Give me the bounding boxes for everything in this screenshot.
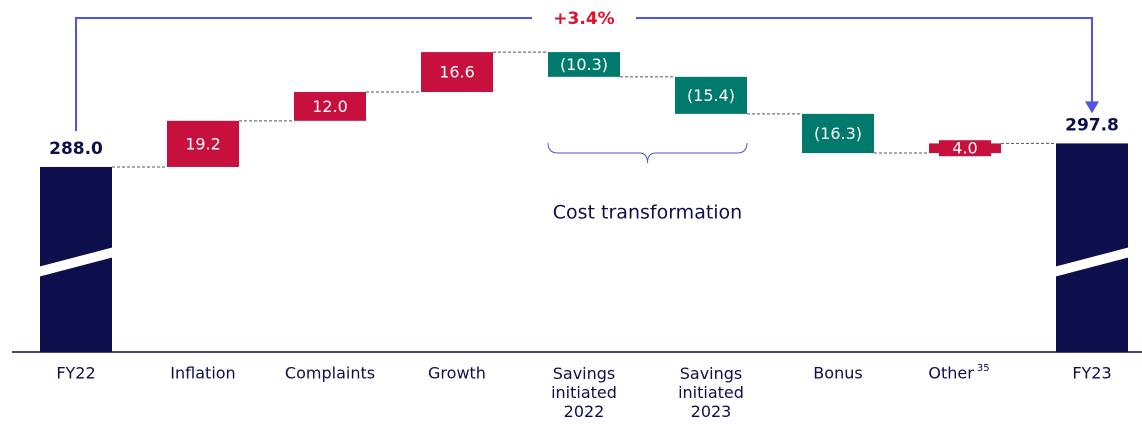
delta-bar bbox=[802, 113, 874, 154]
x-tick-label: Savings initiated 2023 bbox=[678, 364, 744, 421]
change-label: +3.4% bbox=[553, 9, 614, 29]
x-tick-label: Other 35 bbox=[928, 363, 989, 383]
x-tick-label: FY23 bbox=[1072, 364, 1111, 383]
value-label: (15.4) bbox=[687, 86, 735, 105]
x-tick-label: Savings initiated 2022 bbox=[551, 364, 617, 421]
arrow-head bbox=[1085, 101, 1099, 114]
bracket-label: Cost transformation bbox=[553, 202, 742, 224]
total-bar bbox=[1056, 143, 1128, 352]
delta-bar bbox=[548, 52, 620, 77]
total-label: 288.0 bbox=[49, 139, 103, 159]
value-label: 12.0 bbox=[312, 97, 348, 116]
total-label: 297.8 bbox=[1065, 115, 1119, 135]
label-line: 2023 bbox=[691, 402, 732, 421]
value-label: 19.2 bbox=[185, 134, 221, 153]
delta-bar bbox=[167, 120, 239, 167]
value-label: (10.3) bbox=[560, 55, 608, 74]
footnote: 35 bbox=[977, 363, 990, 374]
label-line: Savings bbox=[553, 364, 616, 383]
value-label: 16.6 bbox=[439, 63, 475, 82]
x-tick-label: Growth bbox=[428, 364, 486, 383]
x-tick-label: Inflation bbox=[170, 364, 235, 383]
x-tick-label: Bonus bbox=[813, 364, 862, 383]
axis-break bbox=[34, 246, 118, 278]
x-tick-label: FY22 bbox=[56, 364, 95, 383]
x-tick-label: Complaints bbox=[285, 364, 375, 383]
delta-bar bbox=[294, 91, 366, 121]
label-line: Savings bbox=[680, 364, 743, 383]
label-line: initiated bbox=[678, 383, 744, 402]
label-box bbox=[939, 140, 991, 157]
axis-break bbox=[1050, 246, 1134, 278]
label-line: 2022 bbox=[564, 402, 605, 421]
value-label: 4.0 bbox=[952, 139, 977, 158]
delta-bar bbox=[421, 52, 493, 92]
change-bg bbox=[532, 8, 636, 28]
bracket bbox=[547, 142, 748, 164]
label-line: initiated bbox=[551, 383, 617, 402]
delta-bar bbox=[675, 76, 747, 114]
value-label: (16.3) bbox=[814, 124, 862, 143]
